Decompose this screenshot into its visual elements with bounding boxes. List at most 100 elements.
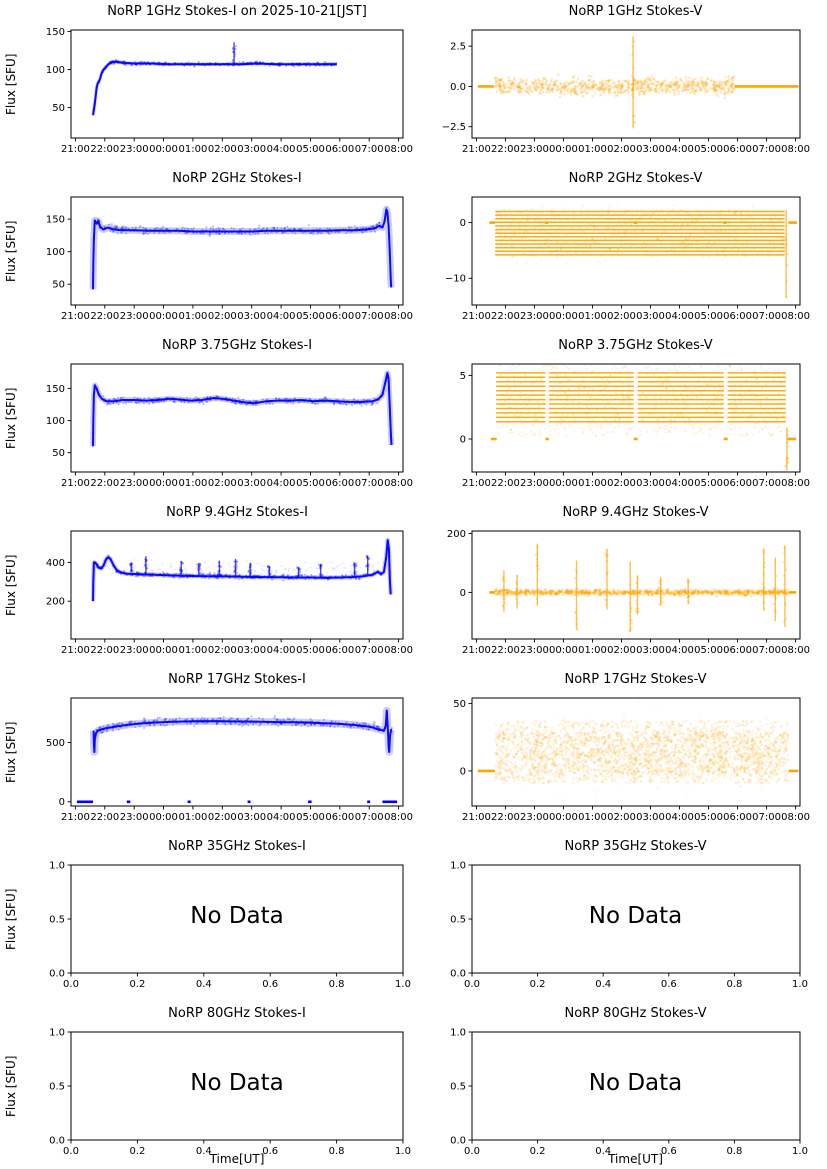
svg-text:21:00: 21:00 [61, 311, 90, 322]
svg-text:04:00: 04:00 [267, 645, 296, 656]
svg-text:08:00: 08:00 [384, 311, 413, 322]
svg-text:00:00: 00:00 [149, 645, 178, 656]
svg-text:01:00: 01:00 [178, 144, 207, 155]
svg-text:08:00: 08:00 [384, 478, 413, 489]
svg-text:100: 100 [46, 65, 65, 76]
svg-text:100: 100 [46, 416, 65, 427]
svg-text:21:00: 21:00 [461, 144, 490, 155]
svg-text:400: 400 [46, 558, 65, 569]
no-data-text: No Data [588, 1070, 683, 1096]
svg-text:07:00: 07:00 [752, 311, 781, 322]
svg-text:06:00: 06:00 [723, 144, 752, 155]
svg-text:23:00: 23:00 [120, 144, 149, 155]
svg-text:00:00: 00:00 [149, 144, 178, 155]
panel-title: NoRP 2GHz Stokes-V [568, 171, 703, 186]
no-data-text: No Data [588, 903, 683, 929]
plot-9-4ghz-stokes-i: 21:00 22:00 23:00 00:00 01:00 02:00 03:00 04:00… [46, 530, 413, 656]
svg-text:05:00: 05:00 [296, 144, 325, 155]
svg-text:05:00: 05:00 [694, 478, 723, 489]
svg-text:21:00: 21:00 [61, 645, 90, 656]
panel-norp-9-4ghz-stokes-i: NoRP 9.4GHz Stokes-I Flux [SFU] 21:00 22:… [0, 501, 414, 668]
svg-text:02:00: 02:00 [208, 645, 237, 656]
svg-text:150: 150 [46, 27, 65, 38]
svg-text:22:00: 22:00 [490, 311, 519, 322]
svg-text:07:00: 07:00 [355, 478, 384, 489]
svg-text:03:00: 03:00 [237, 645, 266, 656]
svg-text:23:00: 23:00 [120, 311, 149, 322]
svg-text:05:00: 05:00 [296, 478, 325, 489]
panel-norp-35ghz-stokes-v: NoRP 35GHz Stokes-V 0.0 0.2 0.4 0.6 0.8 1.0 1.… [414, 835, 827, 1002]
svg-text:06:00: 06:00 [325, 645, 354, 656]
panel-title: NoRP 35GHz Stokes-I [168, 839, 306, 854]
svg-text:06:00: 06:00 [325, 311, 354, 322]
panel-title: NoRP 80GHz Stokes-V [564, 1006, 707, 1021]
svg-text:06:00: 06:00 [325, 478, 354, 489]
svg-text:23:00: 23:00 [120, 645, 149, 656]
svg-text:00:00: 00:00 [149, 311, 178, 322]
svg-text:00:00: 00:00 [548, 478, 577, 489]
plot-17ghz-stokes-v: 21:00 22:00 23:00 00:00 01:00 02:00 03:00 04:00… [453, 697, 810, 823]
plot-17ghz-stokes-i: 21:00 22:00 23:00 00:00 01:00 02:00 03:00 04:00… [46, 697, 413, 823]
panel-norp-1ghz-stokes-v: NoRP 1GHz Stokes-V 21:00 22:00 23:00 00:00 0… [414, 0, 827, 167]
svg-text:03:00: 03:00 [237, 144, 266, 155]
svg-text:08:00: 08:00 [781, 478, 810, 489]
svg-text:02:00: 02:00 [208, 478, 237, 489]
panel-norp-17ghz-stokes-v: NoRP 17GHz Stokes-V 21:00 22:00 23:00 00:00… [414, 668, 827, 835]
svg-text:22:00: 22:00 [90, 478, 119, 489]
svg-text:06:00: 06:00 [723, 478, 752, 489]
panel-norp-2ghz-stokes-v: NoRP 2GHz Stokes-V 21:00 22:00 23:00 00:00 0… [414, 167, 827, 334]
svg-text:01:00: 01:00 [178, 645, 207, 656]
svg-text:08:00: 08:00 [384, 144, 413, 155]
svg-text:02:00: 02:00 [607, 478, 636, 489]
svg-text:21:00: 21:00 [61, 144, 90, 155]
panel-norp-80ghz-stokes-i: NoRP 80GHz Stokes-I Flux [SFU] 0.0 0.2 0.4… [0, 1002, 414, 1169]
svg-text:01:00: 01:00 [578, 478, 607, 489]
svg-text:23:00: 23:00 [519, 311, 548, 322]
svg-text:03:00: 03:00 [636, 144, 665, 155]
svg-text:01:00: 01:00 [178, 478, 207, 489]
svg-text:06:00: 06:00 [325, 144, 354, 155]
svg-text:−2.5: −2.5 [441, 122, 465, 133]
svg-text:02:00: 02:00 [607, 144, 636, 155]
svg-text:50: 50 [52, 103, 65, 114]
svg-text:50: 50 [52, 448, 65, 459]
panel-norp-2ghz-stokes-i: NoRP 2GHz Stokes-I Flux [SFU] 21:00 22:00… [0, 167, 414, 334]
svg-text:03:00: 03:00 [636, 478, 665, 489]
svg-text:07:00: 07:00 [355, 311, 384, 322]
svg-text:07:00: 07:00 [752, 144, 781, 155]
svg-text:150: 150 [46, 384, 65, 395]
plot-1ghz-stokes-i: 21:00 22:00 23:00 00:00 01:00 02:00 03:00 04:00… [46, 27, 413, 155]
svg-text:00:00: 00:00 [149, 478, 178, 489]
panel-norp-9-4ghz-stokes-v: NoRP 9.4GHz Stokes-V 21:00 22:00 23:00 00:0… [414, 501, 827, 668]
svg-text:03:00: 03:00 [237, 478, 266, 489]
svg-text:01:00: 01:00 [178, 311, 207, 322]
svg-text:08:00: 08:00 [384, 645, 413, 656]
svg-text:21:00: 21:00 [461, 478, 490, 489]
plot-2ghz-stokes-v: 21:00 22:00 23:00 00:00 01:00 02:00 03:00 04:00… [444, 196, 810, 322]
svg-text:22:00: 22:00 [490, 478, 519, 489]
svg-text:02:00: 02:00 [607, 311, 636, 322]
svg-text:0: 0 [459, 434, 465, 445]
panel-title: NoRP 9.4GHz Stokes-I [166, 505, 308, 520]
svg-text:150: 150 [46, 215, 65, 226]
svg-text:5: 5 [459, 371, 465, 382]
svg-text:08:00: 08:00 [781, 144, 810, 155]
svg-text:04:00: 04:00 [267, 478, 296, 489]
svg-text:00:00: 00:00 [548, 144, 577, 155]
svg-text:05:00: 05:00 [694, 144, 723, 155]
svg-text:03:00: 03:00 [636, 311, 665, 322]
svg-text:04:00: 04:00 [665, 311, 694, 322]
plot-9-4ghz-stokes-v: 21:00 22:00 23:00 00:00 01:00 02:00 03:00 04:00… [446, 529, 809, 656]
plot-3-75ghz-stokes-i: 21:00 22:00 23:00 00:00 01:00 02:00 03:00 04:00… [46, 363, 413, 489]
svg-text:02:00: 02:00 [208, 311, 237, 322]
svg-text:08:00: 08:00 [781, 311, 810, 322]
svg-text:21:00: 21:00 [461, 311, 490, 322]
panel-title: NoRP 1GHz Stokes-V [568, 4, 703, 19]
panel-title: NoRP 1GHz Stokes-I on 2025-10-21[JST] [107, 4, 367, 19]
svg-text:07:00: 07:00 [355, 144, 384, 155]
svg-text:02:00: 02:00 [208, 144, 237, 155]
panel-norp-1ghz-stokes-i: NoRP 1GHz Stokes-I on 2025-10-21[JST] Fl… [0, 0, 414, 167]
svg-text:00:00: 00:00 [548, 311, 577, 322]
svg-text:01:00: 01:00 [578, 311, 607, 322]
